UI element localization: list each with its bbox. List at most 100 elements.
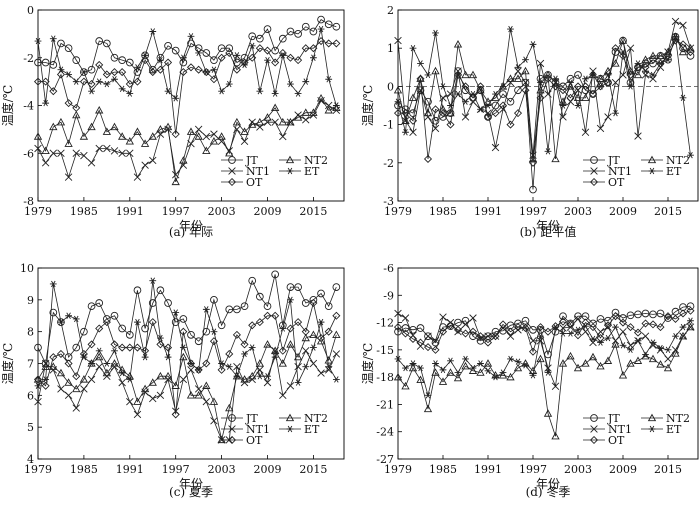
data-point-nt1 bbox=[72, 404, 80, 412]
data-point-et bbox=[264, 56, 271, 64]
data-point-jt bbox=[529, 185, 537, 194]
data-point-nt2 bbox=[438, 377, 448, 385]
data-point-ot bbox=[401, 329, 410, 338]
data-point-nt1 bbox=[72, 149, 80, 157]
data-point-nt2 bbox=[461, 361, 470, 370]
data-point-et bbox=[597, 83, 604, 90]
data-point-jt bbox=[424, 332, 432, 341]
data-point-et bbox=[454, 90, 462, 98]
data-point-nt2 bbox=[163, 371, 173, 380]
data-point-ot bbox=[194, 65, 203, 74]
x-tick-label: 2003 bbox=[208, 205, 236, 218]
data-point-ot bbox=[588, 90, 598, 99]
data-point-jt bbox=[80, 327, 88, 336]
data-point-nt1 bbox=[202, 132, 211, 141]
data-point-nt1 bbox=[126, 149, 134, 157]
data-point-nt2 bbox=[140, 139, 150, 147]
data-point-ot bbox=[491, 109, 500, 118]
data-point-ot bbox=[461, 82, 470, 91]
data-point-nt2 bbox=[611, 340, 620, 348]
data-point-et bbox=[34, 37, 42, 45]
data-point-jt bbox=[248, 276, 257, 285]
data-point-nt1 bbox=[649, 75, 657, 83]
data-point-ot bbox=[491, 332, 500, 341]
data-point-nt2 bbox=[483, 97, 493, 105]
legend: JT NT2 NT1 ET OT bbox=[221, 154, 328, 189]
x-tick-label: 1991 bbox=[474, 463, 502, 476]
data-point-ot bbox=[573, 331, 583, 340]
series-et bbox=[34, 25, 340, 109]
series-line-et bbox=[397, 29, 691, 156]
data-point-nt2 bbox=[263, 340, 272, 348]
data-point-nt1 bbox=[302, 347, 310, 355]
data-point-ot bbox=[573, 82, 583, 91]
data-point-jt bbox=[686, 51, 695, 60]
data-point-nt1 bbox=[521, 78, 530, 87]
data-point-et bbox=[302, 78, 310, 85]
plot-frame bbox=[397, 267, 699, 460]
data-point-nt2 bbox=[416, 74, 425, 82]
x-axis-label: 年份 bbox=[536, 477, 560, 491]
data-point-jt bbox=[394, 327, 402, 336]
data-point-nt1 bbox=[41, 159, 50, 167]
series-nt2 bbox=[393, 322, 695, 440]
y-tick-label: -4 bbox=[23, 100, 34, 113]
data-point-et bbox=[57, 318, 65, 326]
data-point-nt2 bbox=[110, 122, 119, 131]
data-point-ot bbox=[118, 343, 127, 352]
series-line-ot bbox=[37, 302, 337, 415]
data-point-jt bbox=[686, 302, 695, 311]
data-point-nt2 bbox=[513, 363, 523, 372]
data-point-jt bbox=[499, 90, 507, 98]
data-point-ot bbox=[671, 314, 680, 323]
x-tick-label: 1979 bbox=[384, 205, 412, 218]
data-point-et bbox=[88, 87, 95, 95]
data-point-nt2 bbox=[301, 108, 310, 116]
data-point-ot bbox=[209, 75, 218, 84]
data-point-et bbox=[80, 353, 88, 361]
legend-label-jt: JT bbox=[245, 154, 258, 167]
data-point-et bbox=[432, 29, 439, 37]
data-point-nt2 bbox=[453, 373, 463, 382]
series-ot bbox=[393, 306, 695, 356]
data-point-ot bbox=[317, 37, 326, 46]
data-point-nt1 bbox=[317, 369, 325, 377]
data-point-nt1 bbox=[80, 151, 88, 160]
data-point-nt1 bbox=[506, 332, 515, 340]
data-point-et bbox=[424, 71, 432, 79]
data-point-et bbox=[195, 49, 203, 57]
data-point-nt2 bbox=[33, 132, 43, 140]
data-point-ot bbox=[79, 77, 88, 86]
data-point-nt2 bbox=[468, 70, 478, 79]
data-point-nt2 bbox=[626, 66, 635, 75]
data-point-ot bbox=[596, 82, 605, 91]
data-point-jt bbox=[271, 270, 280, 279]
data-point-ot bbox=[581, 82, 590, 91]
data-point-et bbox=[492, 373, 499, 381]
data-point-nt2 bbox=[633, 70, 643, 79]
data-point-ot bbox=[95, 60, 104, 69]
data-point-jt bbox=[87, 302, 96, 311]
data-point-nt1 bbox=[544, 364, 552, 372]
data-point-nt2 bbox=[671, 349, 680, 357]
data-point-jt bbox=[301, 22, 310, 31]
data-point-jt bbox=[125, 331, 134, 339]
data-point-ot bbox=[476, 332, 485, 341]
data-point-jt bbox=[332, 22, 341, 31]
data-point-et bbox=[552, 75, 559, 82]
data-point-jt bbox=[278, 34, 287, 43]
data-point-ot bbox=[528, 347, 538, 356]
legend-marker-nt1 bbox=[228, 425, 236, 433]
data-point-jt bbox=[559, 312, 567, 321]
x-tick-label: 2009 bbox=[254, 205, 282, 218]
data-point-nt2 bbox=[64, 139, 73, 147]
data-point-et bbox=[507, 355, 514, 363]
data-point-jt bbox=[514, 86, 522, 95]
data-point-ot bbox=[558, 86, 568, 95]
data-point-nt2 bbox=[133, 397, 142, 405]
y-axis-label: 温度/℃ bbox=[360, 85, 375, 126]
data-point-jt bbox=[72, 56, 81, 64]
data-point-et bbox=[310, 344, 317, 351]
data-point-et bbox=[402, 364, 409, 372]
data-point-et bbox=[126, 90, 134, 97]
